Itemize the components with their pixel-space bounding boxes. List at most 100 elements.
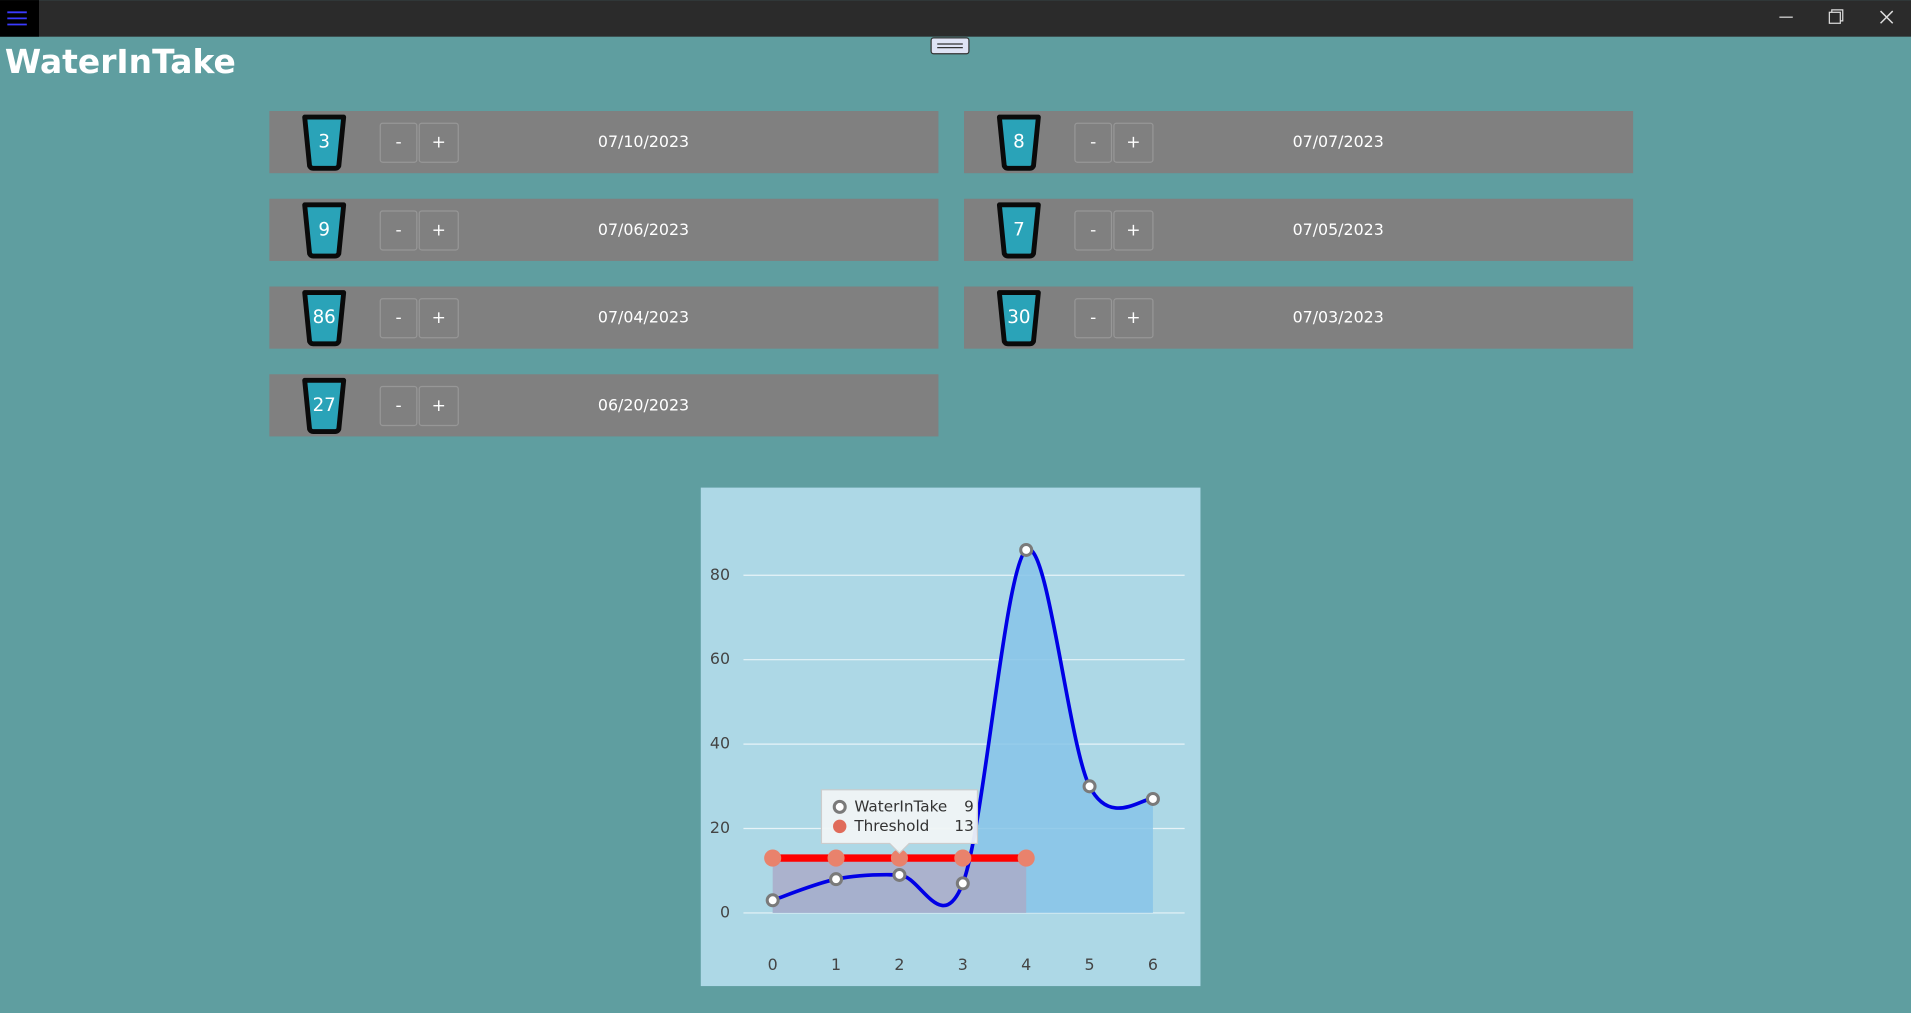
x-tick-label: 5	[1085, 955, 1095, 974]
entry-row: 3 - +07/10/2023	[269, 111, 939, 174]
cup-count: 7	[1013, 219, 1025, 240]
plus-label: +	[432, 133, 446, 153]
entry-row: 7 - +07/05/2023	[964, 198, 1634, 261]
point-marker	[829, 872, 844, 887]
title-bar	[0, 0, 1911, 37]
entry-row: 86 - +07/04/2023	[269, 286, 939, 349]
plus-label: +	[1126, 308, 1140, 328]
restore-button[interactable]	[1828, 9, 1844, 24]
plus-label: +	[1126, 220, 1140, 240]
plus-button[interactable]	[418, 210, 459, 251]
minus-button[interactable]	[379, 385, 418, 427]
entry-row: 27 - +06/20/2023	[269, 374, 939, 437]
close-button[interactable]	[1880, 10, 1894, 24]
tooltip-series-name: WaterInTake	[854, 797, 947, 815]
minus-button[interactable]	[379, 210, 418, 251]
cup-icon	[302, 114, 347, 171]
minus-button[interactable]	[1074, 122, 1113, 163]
cup-icon	[302, 202, 347, 259]
y-tick-label: 40	[710, 734, 730, 753]
tooltip-series-name: Threshold	[853, 817, 929, 835]
cup-icon	[996, 290, 1041, 347]
entry-date: 07/07/2023	[1293, 132, 1384, 151]
chart: 0 20 40 60 80 0 1 2 3 4 5 6 WaterInTake 9 Threshold 13	[710, 542, 1185, 974]
plus-button[interactable]	[418, 298, 459, 339]
entry-row: 8 - +07/07/2023	[964, 111, 1634, 174]
cup-count: 8	[1013, 132, 1025, 153]
point-marker	[765, 893, 780, 908]
plus-button[interactable]	[1113, 122, 1154, 163]
point-marker	[890, 849, 908, 867]
cup-icon	[996, 114, 1041, 171]
drag-handle[interactable]	[930, 37, 970, 55]
minus-button[interactable]	[1074, 298, 1113, 339]
entry-date: 07/03/2023	[1293, 308, 1384, 327]
cup-count: 27	[313, 395, 336, 416]
minus-button[interactable]	[1074, 210, 1113, 251]
point-marker	[827, 849, 845, 867]
x-tick-label: 0	[768, 955, 778, 974]
point-marker	[1019, 542, 1034, 557]
plus-button[interactable]	[1113, 210, 1154, 251]
y-tick-label: 80	[710, 565, 730, 584]
plus-button[interactable]	[1113, 298, 1154, 339]
y-tick-label: 60	[710, 649, 730, 668]
plus-label: +	[1126, 133, 1140, 153]
minus-button[interactable]	[379, 298, 418, 339]
point-marker	[954, 849, 972, 867]
entry-date: 07/05/2023	[1293, 220, 1384, 239]
cup-icon	[302, 290, 347, 347]
entry-date: 07/06/2023	[598, 220, 689, 239]
tooltip: WaterInTake 9 Threshold 13	[820, 789, 979, 855]
entry-date: 07/04/2023	[598, 308, 689, 327]
x-tick-label: 1	[831, 955, 841, 974]
entry-date: 06/20/2023	[598, 395, 689, 414]
minus-button[interactable]	[379, 122, 418, 163]
minus-label: -	[1090, 308, 1096, 328]
area	[772, 549, 1153, 913]
tooltip-box	[820, 789, 979, 855]
y-tick-label: 20	[710, 818, 730, 837]
cup-icon	[996, 202, 1041, 259]
x-tick-label: 6	[1148, 955, 1158, 974]
area	[772, 858, 1027, 913]
cup-count: 3	[318, 132, 330, 153]
x-tick-label: 2	[894, 955, 904, 974]
minus-label: -	[1090, 220, 1096, 240]
tooltip-swatch	[833, 819, 847, 834]
point-marker	[955, 876, 970, 891]
entry-row: 9 - +07/06/2023	[269, 198, 939, 261]
minus-label: -	[1090, 133, 1096, 153]
minus-label: -	[395, 133, 401, 153]
cup-count: 86	[313, 307, 336, 328]
x-tick-label: 3	[958, 955, 968, 974]
minus-label: -	[395, 308, 401, 328]
series-line	[772, 547, 1154, 908]
plus-label: +	[432, 220, 446, 240]
minus-label: -	[395, 396, 401, 416]
y-tick-label: 0	[720, 902, 730, 921]
x-tick-label: 4	[1021, 955, 1031, 974]
cup-count: 30	[1007, 307, 1030, 328]
entry-list: 3 - +07/10/2023 8 - +07/07/2023 9 - +07/06/2023 7…	[269, 111, 1634, 437]
app-title: WaterInTake	[5, 42, 236, 81]
point-marker	[1145, 791, 1160, 806]
entry-row: 30 - +07/03/2023	[964, 286, 1634, 349]
entry-date: 07/10/2023	[598, 132, 689, 151]
menu-button[interactable]	[0, 0, 39, 37]
point-marker	[892, 867, 907, 882]
point-marker	[1082, 779, 1097, 794]
cup-icon	[302, 377, 347, 434]
plus-button[interactable]	[418, 122, 459, 163]
plus-label: +	[432, 308, 446, 328]
plus-label: +	[432, 396, 446, 416]
plus-button[interactable]	[418, 385, 459, 427]
cup-count: 9	[318, 219, 330, 240]
point-marker	[764, 849, 782, 867]
tooltip-value: 9	[964, 797, 974, 815]
point-marker	[1017, 849, 1035, 867]
minus-label: -	[395, 220, 401, 240]
tooltip-value: 13	[954, 817, 973, 835]
